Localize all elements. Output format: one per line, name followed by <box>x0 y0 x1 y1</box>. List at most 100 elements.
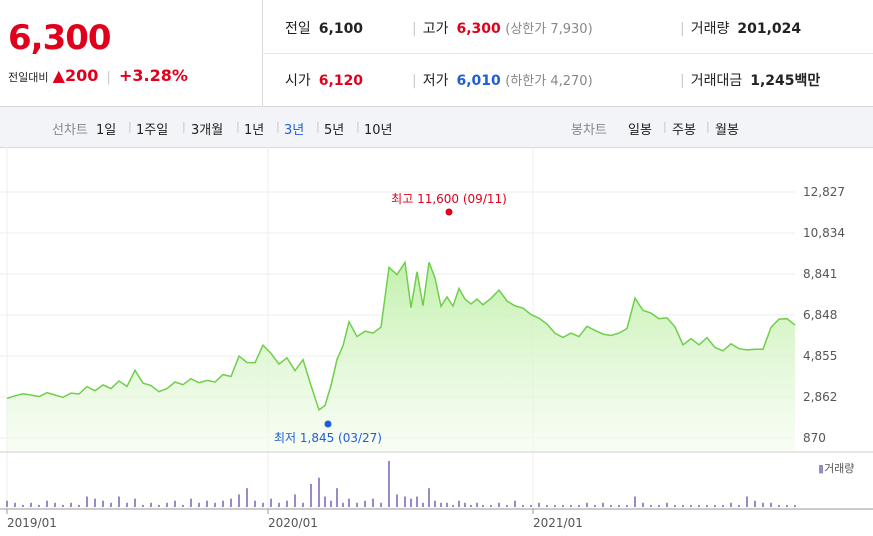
y-tick-label: 8,841 <box>803 267 837 281</box>
open-price: 시가 6,120 <box>285 73 364 89</box>
volume-bar <box>336 488 338 507</box>
volume-bar <box>440 502 442 507</box>
divider: | <box>106 70 111 85</box>
volume-bar <box>238 494 240 507</box>
diff-percent: +3.28% <box>119 66 188 85</box>
volume-bar <box>522 504 524 507</box>
volume-bar <box>78 504 80 507</box>
volume-bar <box>666 502 668 507</box>
volume-bar <box>642 502 644 507</box>
volume-bar <box>14 502 16 507</box>
volume-bar <box>674 504 676 507</box>
price-area <box>7 262 795 452</box>
candle-chart-label: 봉차트 <box>571 123 607 138</box>
volume-bar <box>602 502 604 507</box>
volume-bar <box>230 498 232 507</box>
volume-bar <box>730 502 732 507</box>
volume-bar <box>514 500 516 507</box>
volume-bar <box>452 504 454 507</box>
volume-legend: ▮거래량 <box>818 462 854 475</box>
volume-bar <box>404 496 406 507</box>
volume-bar <box>270 498 272 507</box>
price-box: 6,300 전일대비 ▲200 | +3.28% <box>0 0 263 106</box>
line-chart-label: 선차트 <box>52 123 88 138</box>
volume-bar <box>294 494 296 507</box>
volume-bar <box>434 500 436 507</box>
min-point-marker <box>324 420 332 428</box>
volume-bar <box>778 504 780 507</box>
tab-5year[interactable]: 5년 <box>324 123 345 138</box>
x-tick-label: 2019/01 <box>7 516 57 530</box>
price-change: 전일대비 ▲200 | +3.28% <box>8 66 188 85</box>
volume-bar <box>150 502 152 507</box>
volume-bar <box>594 504 596 507</box>
tab-3month[interactable]: 3개월 <box>191 123 224 138</box>
volume-bar <box>610 504 612 507</box>
volume-bar <box>54 502 56 507</box>
volume-bar <box>310 484 312 507</box>
volume-bar <box>714 504 716 507</box>
volume-bar <box>626 504 628 507</box>
x-tick-label: 2020/01 <box>268 516 318 530</box>
volume-bar <box>6 500 8 507</box>
volume-bar <box>190 498 192 507</box>
volume-bar <box>134 498 136 507</box>
volume-bar <box>380 502 382 507</box>
volume-bar <box>422 502 424 507</box>
volume-bar <box>538 502 540 507</box>
volume-bar <box>586 502 588 507</box>
volume-bar <box>722 504 724 507</box>
tab-weekly[interactable]: 주봉 <box>672 123 696 138</box>
volume-bar <box>254 500 256 507</box>
volume-bar <box>562 504 564 507</box>
volume-bar <box>786 504 788 507</box>
volume-bar <box>246 488 248 507</box>
volume-info: | 거래량 201,024 <box>680 21 802 37</box>
amount-info: | 거래대금 1,245백만 <box>680 73 821 89</box>
volume-bar <box>618 504 620 507</box>
price-chart: 12,827 10,834 8,841 6,848 4,855 2,862 870 최고 1… <box>0 147 873 530</box>
tab-1year[interactable]: 1년 <box>244 123 265 138</box>
volume-bar <box>578 504 580 507</box>
volume-bar <box>262 502 264 507</box>
volume-bar <box>658 504 660 507</box>
low-price: | 저가 6,010 (하한가 4,270) <box>412 73 593 89</box>
volume-bar <box>302 502 304 507</box>
volume-bar <box>324 496 326 507</box>
volume-bar <box>470 504 472 507</box>
volume-bar <box>410 498 412 507</box>
volume-bar <box>70 502 72 507</box>
max-annotation: 최고 11,600 (09/11) <box>391 192 507 206</box>
tab-3year[interactable]: 3년 <box>284 123 305 138</box>
tab-1week[interactable]: 1주일 <box>136 123 169 138</box>
volume-bar <box>634 496 636 507</box>
x-tick-label: 2021/01 <box>533 516 583 530</box>
volume-bar <box>570 504 572 507</box>
volume-bar <box>738 504 740 507</box>
volume-bar <box>364 500 366 507</box>
y-tick-label: 4,855 <box>803 349 837 363</box>
tab-daily[interactable]: 일봉 <box>628 123 652 138</box>
volume-bar <box>222 500 224 507</box>
high-price: | 고가 6,300 (상한가 7,930) <box>412 21 593 37</box>
volume-bar <box>650 504 652 507</box>
volume-bar <box>126 502 128 507</box>
period-tab-bar: 선차트 1일 | 1주일 | 3개월 | 1년 | 3년 | 5년 | 10년 … <box>0 107 873 148</box>
tab-1day[interactable]: 1일 <box>96 123 117 138</box>
volume-bar <box>428 488 430 507</box>
volume-bar <box>46 500 48 507</box>
volume-bar <box>746 496 748 507</box>
tab-monthly[interactable]: 월봉 <box>715 123 739 138</box>
volume-bar <box>356 502 358 507</box>
volume-bar <box>102 500 104 507</box>
volume-bar <box>30 502 32 507</box>
volume-bar <box>214 502 216 507</box>
volume-bar <box>754 500 756 507</box>
volume-bar <box>794 504 796 507</box>
tab-10year[interactable]: 10년 <box>364 123 393 138</box>
diff-value: 200 <box>64 66 99 85</box>
min-annotation: 최저 1,845 (03/27) <box>274 431 382 445</box>
price-line <box>6 260 796 412</box>
prev-close: 전일 6,100 <box>285 21 364 37</box>
extreme-markers: 최고 11,600 (09/11) 최저 1,845 (03/27) <box>274 192 507 445</box>
